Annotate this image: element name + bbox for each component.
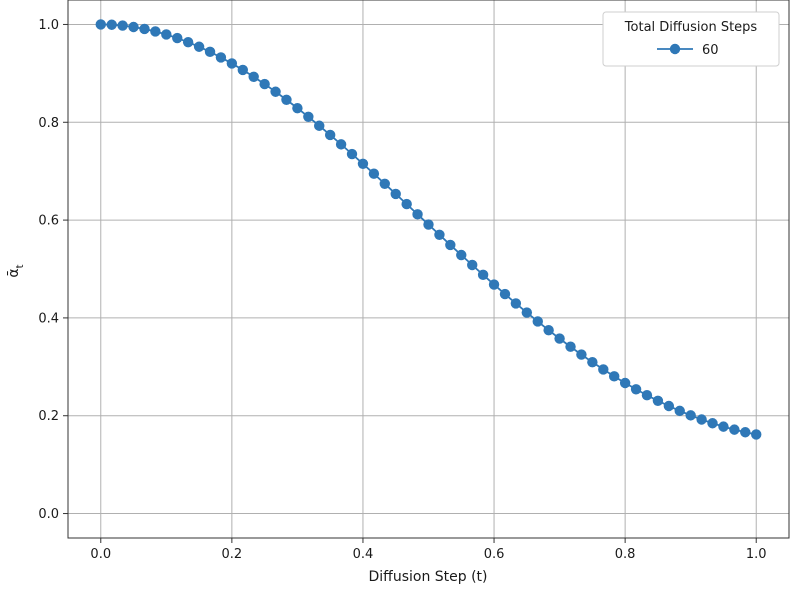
legend-series-label: 60 <box>702 43 719 58</box>
data-point <box>215 52 227 63</box>
data-point <box>467 259 478 271</box>
data-point <box>292 102 303 114</box>
data-point <box>281 94 292 105</box>
data-point <box>587 356 598 368</box>
data-point <box>532 316 543 327</box>
data-point <box>368 168 380 179</box>
data-point <box>259 78 270 90</box>
data-point <box>117 20 128 31</box>
data-point <box>379 178 390 190</box>
data-point <box>324 129 336 141</box>
x-tick-label: 0.8 <box>615 547 636 562</box>
data-point <box>161 29 172 40</box>
plot-area <box>68 0 789 538</box>
x-axis-label: Diffusion Step (t) <box>369 569 488 585</box>
data-point <box>510 298 522 309</box>
x-tick-label: 0.0 <box>90 547 111 562</box>
data-point <box>150 26 161 37</box>
y-tick-label: 0.0 <box>38 507 59 522</box>
legend-box <box>602 11 780 67</box>
data-point <box>204 46 216 58</box>
data-point <box>576 349 587 360</box>
axes <box>63 0 790 543</box>
data-point <box>139 23 150 35</box>
y-tick-label: 1.0 <box>38 18 59 33</box>
axis-labels: Diffusion Step (t) ᾱt <box>6 264 488 585</box>
data-point <box>237 64 249 76</box>
x-tick-label: 0.2 <box>222 547 243 562</box>
data-point <box>128 21 139 33</box>
plot-frame <box>67 0 790 539</box>
data-point <box>182 36 194 48</box>
data-point <box>652 395 664 407</box>
data-point <box>619 377 631 389</box>
data-point <box>423 219 434 230</box>
data-point <box>696 414 707 425</box>
data-point <box>226 58 238 69</box>
series-layer <box>95 19 762 440</box>
data-point <box>751 429 762 440</box>
grid-lines <box>68 0 789 538</box>
data-point <box>95 19 106 30</box>
data-point <box>565 341 576 352</box>
data-point <box>357 158 369 169</box>
y-tick-label: 0.4 <box>38 311 59 326</box>
data-point <box>390 188 401 200</box>
data-point <box>248 71 259 82</box>
data-point <box>608 371 620 382</box>
y-tick-label: 0.2 <box>38 409 59 424</box>
data-point <box>456 249 467 261</box>
data-point <box>106 19 117 30</box>
plot-background <box>68 0 789 538</box>
data-point <box>401 198 412 210</box>
data-point <box>314 120 325 131</box>
legend-title: Total Diffusion Steps <box>624 20 758 35</box>
y-tick-label: 0.6 <box>38 214 59 229</box>
data-point <box>729 424 740 435</box>
legend: Total Diffusion Steps 60 <box>602 11 780 67</box>
data-point <box>663 400 675 412</box>
data-point <box>499 288 511 300</box>
data-point <box>346 148 358 160</box>
y-axis-label: ᾱt <box>6 264 26 277</box>
data-point <box>521 307 533 318</box>
data-point <box>434 229 445 240</box>
x-tick-label: 1.0 <box>746 547 767 562</box>
legend-series-marker <box>669 43 681 55</box>
data-point <box>630 384 642 395</box>
data-point <box>193 41 205 52</box>
y-tick-label: 0.8 <box>38 116 59 131</box>
data-point <box>543 324 554 336</box>
y-axis-label-subscript: t <box>15 264 26 268</box>
data-point <box>740 427 751 438</box>
data-point <box>488 279 500 290</box>
data-point <box>707 418 718 429</box>
tick-labels: 0.0 0.2 0.4 0.6 0.8 1.0 0.0 0.2 0.4 0.6 0.8 1.0 <box>38 18 766 562</box>
data-point <box>445 239 456 251</box>
data-point <box>412 209 423 220</box>
data-point <box>303 111 314 122</box>
data-point <box>172 32 183 44</box>
data-point <box>685 410 696 421</box>
data-point <box>674 405 685 417</box>
data-point <box>718 421 729 432</box>
data-point <box>641 390 653 401</box>
x-tick-label: 0.4 <box>353 547 374 562</box>
data-point <box>335 139 347 150</box>
data-point <box>598 364 609 375</box>
data-point <box>477 269 489 281</box>
y-axis-label-base: ᾱ <box>6 268 22 277</box>
x-tick-label: 0.6 <box>484 547 505 562</box>
data-point <box>554 333 565 344</box>
data-point <box>270 86 281 97</box>
